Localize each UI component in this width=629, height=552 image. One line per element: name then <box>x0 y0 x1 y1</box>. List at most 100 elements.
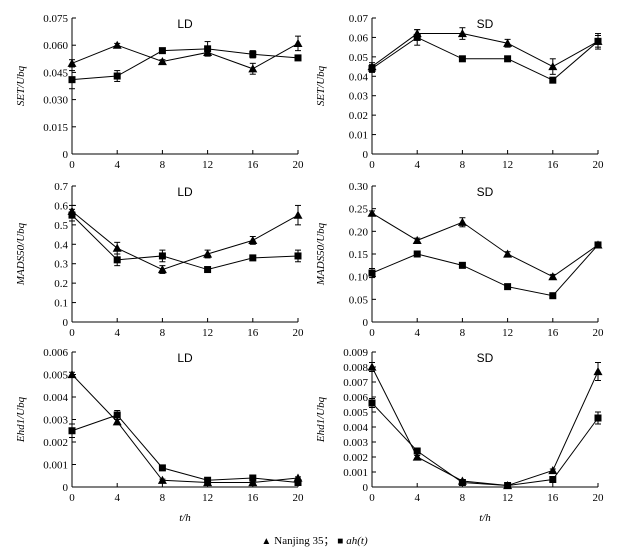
legend: ▲ Nanjing 35； ■ ah(t) <box>0 532 629 548</box>
triangle-marker <box>157 57 167 66</box>
square-marker-icon: ■ <box>337 536 344 547</box>
y-tick-label: 0.07 <box>349 13 369 25</box>
square-marker <box>504 283 512 291</box>
x-tick-label: 8 <box>460 159 466 171</box>
square-marker <box>368 399 376 407</box>
x-tick-label: 12 <box>502 159 513 171</box>
x-tick-label: 8 <box>160 492 166 504</box>
square-marker <box>413 33 421 41</box>
series-line-0 <box>371 366 599 487</box>
square-marker <box>204 266 212 274</box>
triangle-marker <box>203 249 213 258</box>
series-line-0 <box>71 210 299 271</box>
y-tick-label: 0.06 <box>349 32 369 44</box>
square-marker <box>594 37 602 45</box>
triangle-marker <box>503 38 513 47</box>
x-tick-label: 4 <box>114 327 120 339</box>
y-tick-label: 0.001 <box>43 460 68 472</box>
y-axis-label: SET/Ubq <box>15 65 27 106</box>
y-tick-label: 0 <box>63 149 69 161</box>
series-line-0 <box>371 212 599 278</box>
triangle-marker-icon: ▲ <box>261 536 272 547</box>
y-tick-label: 0.02 <box>349 110 368 122</box>
y-tick-label: 0 <box>363 482 369 494</box>
y-tick-label: 0.3 <box>54 259 68 271</box>
x-tick-label: 20 <box>293 159 305 171</box>
series-line-0 <box>371 33 599 68</box>
x-tick-label: 4 <box>114 492 120 504</box>
y-tick-label: 0.03 <box>349 91 369 103</box>
triangle-marker <box>157 475 167 484</box>
square-marker <box>368 269 376 277</box>
series-line-1 <box>71 414 299 483</box>
panel-title: SD <box>477 351 494 365</box>
x-tick-label: 16 <box>247 327 259 339</box>
y-tick-label: 0.15 <box>349 249 369 261</box>
square-marker <box>504 55 512 63</box>
x-tick-label: 20 <box>293 492 305 504</box>
square-marker <box>458 479 466 486</box>
y-tick-label: 0.20 <box>349 226 369 238</box>
x-tick-label: 8 <box>460 492 466 504</box>
y-tick-label: 0.25 <box>349 204 369 216</box>
x-tick-label: 0 <box>69 327 75 339</box>
y-tick-label: 0.001 <box>343 467 368 479</box>
square-marker <box>294 54 302 62</box>
triangle-marker <box>248 478 258 487</box>
y-tick-label: 0 <box>63 482 69 494</box>
square-marker <box>594 241 602 249</box>
triangle-marker <box>248 64 258 73</box>
x-tick-label: 12 <box>202 327 213 339</box>
chart-panel-0: 0 0.015 0.030 0.045 0.060 0.075 0 4 8 12 16 20 LD SET… <box>15 13 304 171</box>
x-tick-label: 8 <box>160 327 166 339</box>
chart-panel-5: 0 0.001 0.002 0.003 0.004 0.005 0.006 0.007 0.00… <box>315 347 604 524</box>
legend-label-nanjing35: Nanjing 35 <box>274 535 324 547</box>
x-tick-label: 20 <box>593 492 605 504</box>
square-marker <box>68 211 76 219</box>
triangle-marker <box>248 235 258 244</box>
square-marker <box>113 411 121 419</box>
y-tick-label: 0.05 <box>349 52 369 64</box>
triangle-marker <box>293 210 303 219</box>
y-tick-label: 0.045 <box>43 67 68 79</box>
y-tick-label: 0.060 <box>43 40 68 52</box>
y-tick-label: 0.6 <box>54 200 68 212</box>
square-marker <box>68 76 76 84</box>
triangle-marker <box>112 40 122 49</box>
triangle-marker <box>548 466 558 475</box>
y-axis-label: SET/Ubq <box>315 65 327 106</box>
triangle-marker <box>412 452 422 461</box>
square-marker <box>294 252 302 260</box>
y-tick-label: 0.005 <box>343 407 368 419</box>
x-tick-label: 4 <box>414 327 420 339</box>
panel-title: LD <box>177 185 193 199</box>
series-line-1 <box>71 48 299 81</box>
legend-separator: ； <box>323 535 335 547</box>
y-tick-label: 0 <box>363 317 369 329</box>
square-marker <box>458 55 466 63</box>
triangle-marker <box>457 217 467 226</box>
x-tick-label: 4 <box>114 159 120 171</box>
x-tick-label: 16 <box>247 492 259 504</box>
y-tick-label: 0.075 <box>43 13 68 25</box>
y-axis-label: Ehd1/Ubq <box>15 396 27 443</box>
y-tick-label: 0.30 <box>349 181 369 193</box>
y-tick-label: 0.4 <box>54 239 68 251</box>
x-tick-label: 8 <box>160 159 166 171</box>
y-tick-label: 0.003 <box>43 415 68 427</box>
x-axis-label: t/h <box>479 512 491 524</box>
y-tick-label: 0.01 <box>349 130 368 142</box>
x-tick-label: 0 <box>69 492 75 504</box>
triangle-marker <box>548 62 558 71</box>
panel-title: SD <box>477 185 494 199</box>
triangle-marker <box>67 58 77 67</box>
y-tick-label: 0.015 <box>43 122 68 134</box>
y-tick-label: 0.030 <box>43 95 68 107</box>
square-marker <box>413 250 421 258</box>
y-tick-label: 0.04 <box>349 71 369 83</box>
y-tick-label: 0.009 <box>343 347 368 359</box>
chart-panel-2: 0 0.1 0.2 0.3 0.4 0.5 0.6 0.7 0 4 8 12 16 20 LD MADS50/… <box>15 181 304 339</box>
panel-title: SD <box>477 17 494 31</box>
x-tick-label: 12 <box>502 492 513 504</box>
